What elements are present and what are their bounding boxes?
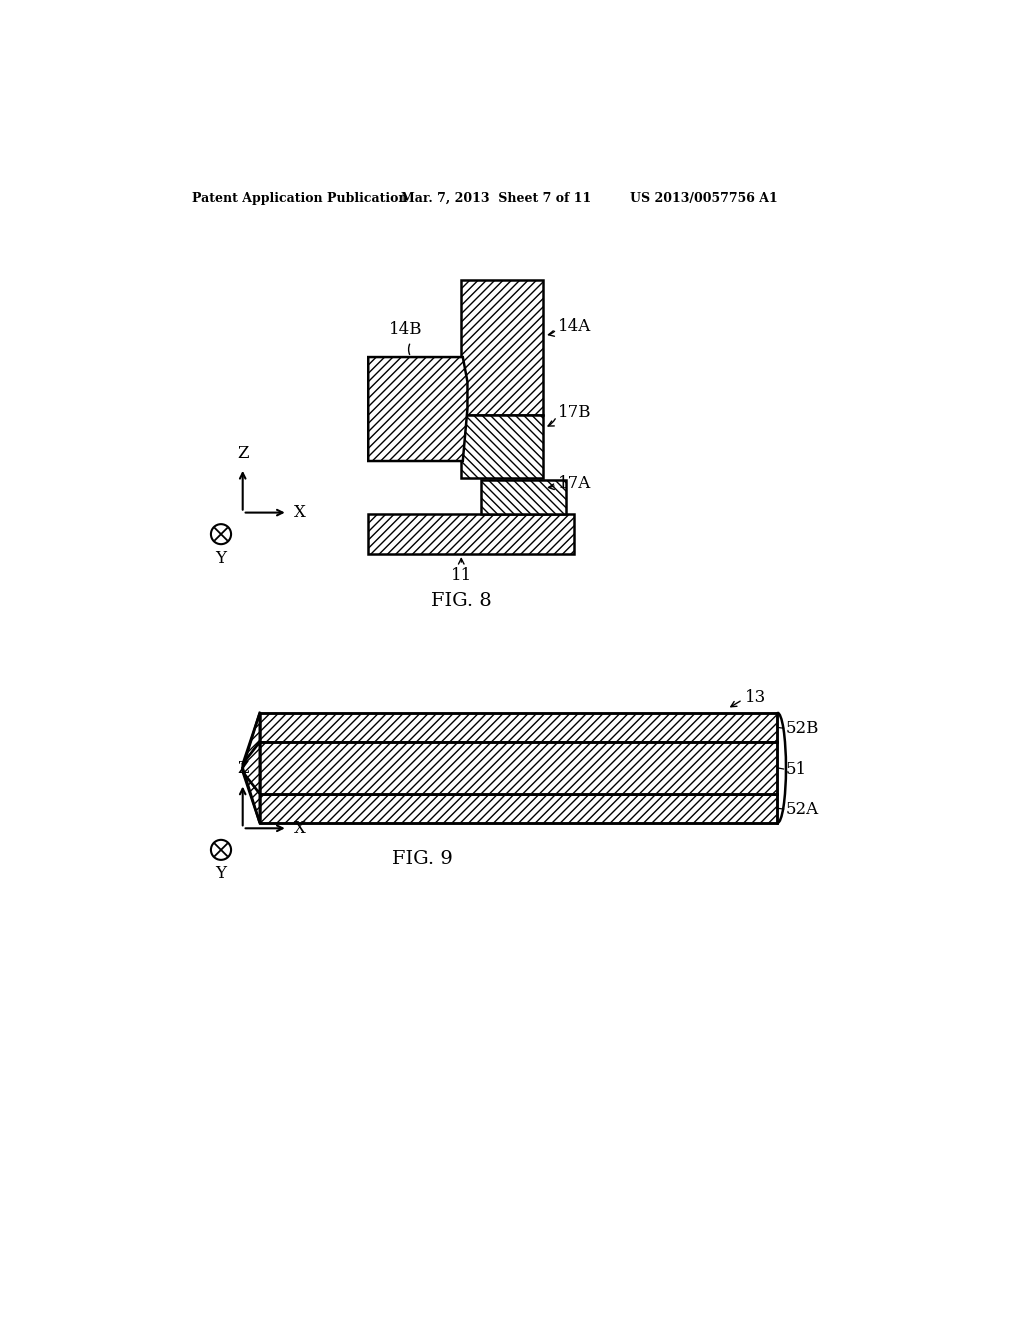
Text: US 2013/0057756 A1: US 2013/0057756 A1: [630, 191, 778, 205]
Polygon shape: [243, 742, 260, 793]
Text: Y: Y: [215, 866, 226, 882]
Text: 17A: 17A: [558, 475, 592, 492]
Text: X: X: [294, 504, 306, 521]
Bar: [260, 713, 777, 742]
Text: 51: 51: [785, 760, 806, 777]
Polygon shape: [243, 713, 260, 764]
Text: 17B: 17B: [558, 404, 592, 421]
Bar: [461, 414, 543, 478]
Bar: [260, 793, 777, 822]
Text: Z: Z: [237, 445, 249, 462]
Text: 52A: 52A: [785, 800, 818, 817]
Bar: [461, 280, 543, 414]
Text: FIG. 8: FIG. 8: [431, 593, 492, 610]
Text: Y: Y: [215, 549, 226, 566]
Text: 52B: 52B: [785, 719, 818, 737]
Text: 13: 13: [744, 689, 766, 706]
Polygon shape: [243, 772, 260, 822]
Text: Mar. 7, 2013  Sheet 7 of 11: Mar. 7, 2013 Sheet 7 of 11: [400, 191, 591, 205]
Text: 14A: 14A: [558, 318, 592, 335]
Bar: [260, 742, 777, 793]
Bar: [369, 515, 573, 554]
Text: 11: 11: [451, 566, 472, 583]
Text: 14B: 14B: [389, 321, 422, 338]
Text: Z: Z: [237, 760, 249, 777]
Bar: [480, 480, 566, 513]
Polygon shape: [369, 358, 467, 461]
Text: FIG. 9: FIG. 9: [392, 850, 453, 869]
Text: Patent Application Publication: Patent Application Publication: [191, 191, 408, 205]
Text: X: X: [294, 820, 306, 837]
